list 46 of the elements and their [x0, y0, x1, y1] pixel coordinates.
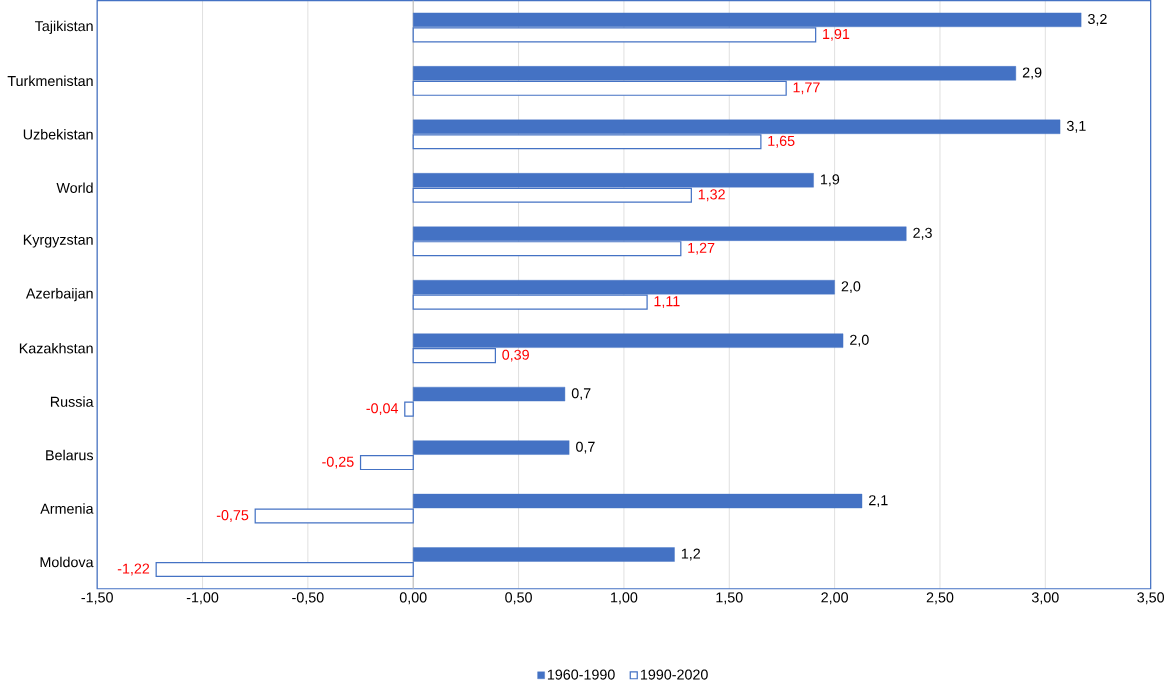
- data-label: 0,39: [502, 349, 529, 362]
- data-label: 0,7: [571, 388, 591, 400]
- data-label: 1,27: [688, 242, 715, 255]
- legend-label: 1960-1990: [547, 669, 615, 680]
- x-tick-label: 2,50: [926, 592, 954, 605]
- y-tick-label: World: [56, 182, 93, 193]
- data-label: 3,2: [1088, 13, 1107, 26]
- data-label: -0,25: [322, 456, 354, 469]
- y-tick-label: Moldova: [40, 556, 94, 568]
- data-label: -0,75: [216, 510, 249, 522]
- x-tick-label: -1,50: [81, 592, 113, 605]
- data-label: 2,0: [850, 334, 869, 347]
- x-tick-label: 0,00: [399, 592, 427, 605]
- y-tick-label: Russia: [50, 396, 94, 407]
- y-tick-label: Armenia: [40, 503, 94, 514]
- data-label: 2,0: [841, 281, 861, 294]
- x-tick-label: 2,00: [821, 592, 848, 605]
- data-label: 1,91: [823, 28, 850, 41]
- y-tick-label: Kyrgyzstan: [23, 234, 93, 248]
- data-label: 1,77: [793, 82, 820, 95]
- data-label: 1,2: [681, 548, 701, 561]
- data-label: -0,04: [366, 403, 399, 415]
- data-label: -1,22: [117, 563, 150, 576]
- data-label: 3,1: [1066, 120, 1086, 133]
- y-tick-label: Turkmenistan: [7, 75, 93, 87]
- y-tick-label: Kazakhstan: [19, 342, 93, 354]
- x-tick-label: 1,00: [611, 592, 638, 605]
- y-tick-label: Azerbaijan: [25, 287, 93, 302]
- x-tick-label: 3,50: [1137, 592, 1165, 605]
- data-label: 1,65: [768, 135, 795, 148]
- x-tick-label: -0,50: [292, 592, 324, 605]
- data-label: 2,9: [1022, 67, 1042, 80]
- x-tick-label: -1,00: [186, 592, 219, 605]
- data-label: 2,1: [869, 495, 888, 507]
- legend-label: 1990-2020: [640, 669, 708, 680]
- data-label: 0,7: [576, 441, 595, 454]
- x-tick-label: 0,50: [505, 592, 532, 605]
- x-tick-label: 1,50: [716, 592, 743, 605]
- data-label: 1,11: [654, 296, 680, 308]
- data-label: 1,9: [820, 174, 840, 187]
- x-tick-label: 3,00: [1031, 592, 1059, 605]
- y-tick-label: Tajikistan: [34, 20, 93, 34]
- y-tick-label: Belarus: [46, 449, 94, 461]
- data-label: 1,32: [698, 189, 725, 202]
- data-label: 2,3: [913, 227, 932, 240]
- y-tick-label: Uzbekistan: [23, 128, 93, 140]
